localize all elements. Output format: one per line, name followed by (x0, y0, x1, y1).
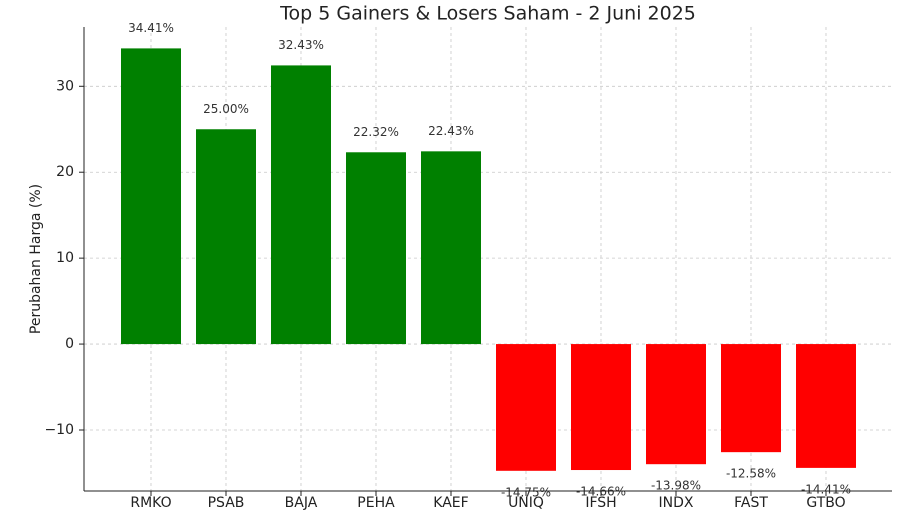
y-tick-label: −10 (44, 422, 74, 438)
x-tick-label: INDX (659, 495, 694, 511)
y-tick-label: 10 (56, 250, 74, 266)
x-tick-label: GTBO (806, 495, 845, 511)
bar (421, 151, 481, 345)
bar (496, 344, 556, 471)
value-label: -13.98% (651, 479, 701, 493)
y-tick-label: 30 (56, 78, 74, 94)
x-tick-label: PSAB (208, 495, 245, 511)
x-tick-label: KAEF (433, 495, 468, 511)
value-label: -14.41% (801, 482, 851, 496)
bar (646, 344, 706, 465)
x-tick-label: FAST (734, 495, 768, 511)
bar (796, 344, 856, 468)
value-label: -12.58% (726, 467, 776, 481)
bar (571, 344, 631, 471)
y-tick-label: 0 (65, 336, 74, 352)
y-tick-label: 20 (56, 164, 74, 180)
value-label: 22.32% (353, 125, 399, 139)
value-label: 22.43% (428, 124, 474, 138)
x-tick-label: PEHA (357, 495, 395, 511)
chart-title: Top 5 Gainers & Losers Saham - 2 Juni 20… (279, 3, 696, 25)
x-tick-label: UNIQ (508, 495, 544, 511)
bar (346, 152, 406, 345)
bar (721, 344, 781, 453)
y-axis-label: Perubahan Harga (%) (28, 184, 44, 334)
bar (121, 48, 181, 345)
bar (196, 129, 256, 345)
value-label: 25.00% (203, 102, 249, 116)
value-label: 32.43% (278, 38, 324, 52)
value-label: 34.41% (128, 21, 174, 35)
x-tick-label: RMKO (130, 495, 171, 511)
x-tick-label: BAJA (285, 495, 318, 511)
x-tick-label: IFSH (585, 495, 616, 511)
bar (271, 65, 331, 345)
